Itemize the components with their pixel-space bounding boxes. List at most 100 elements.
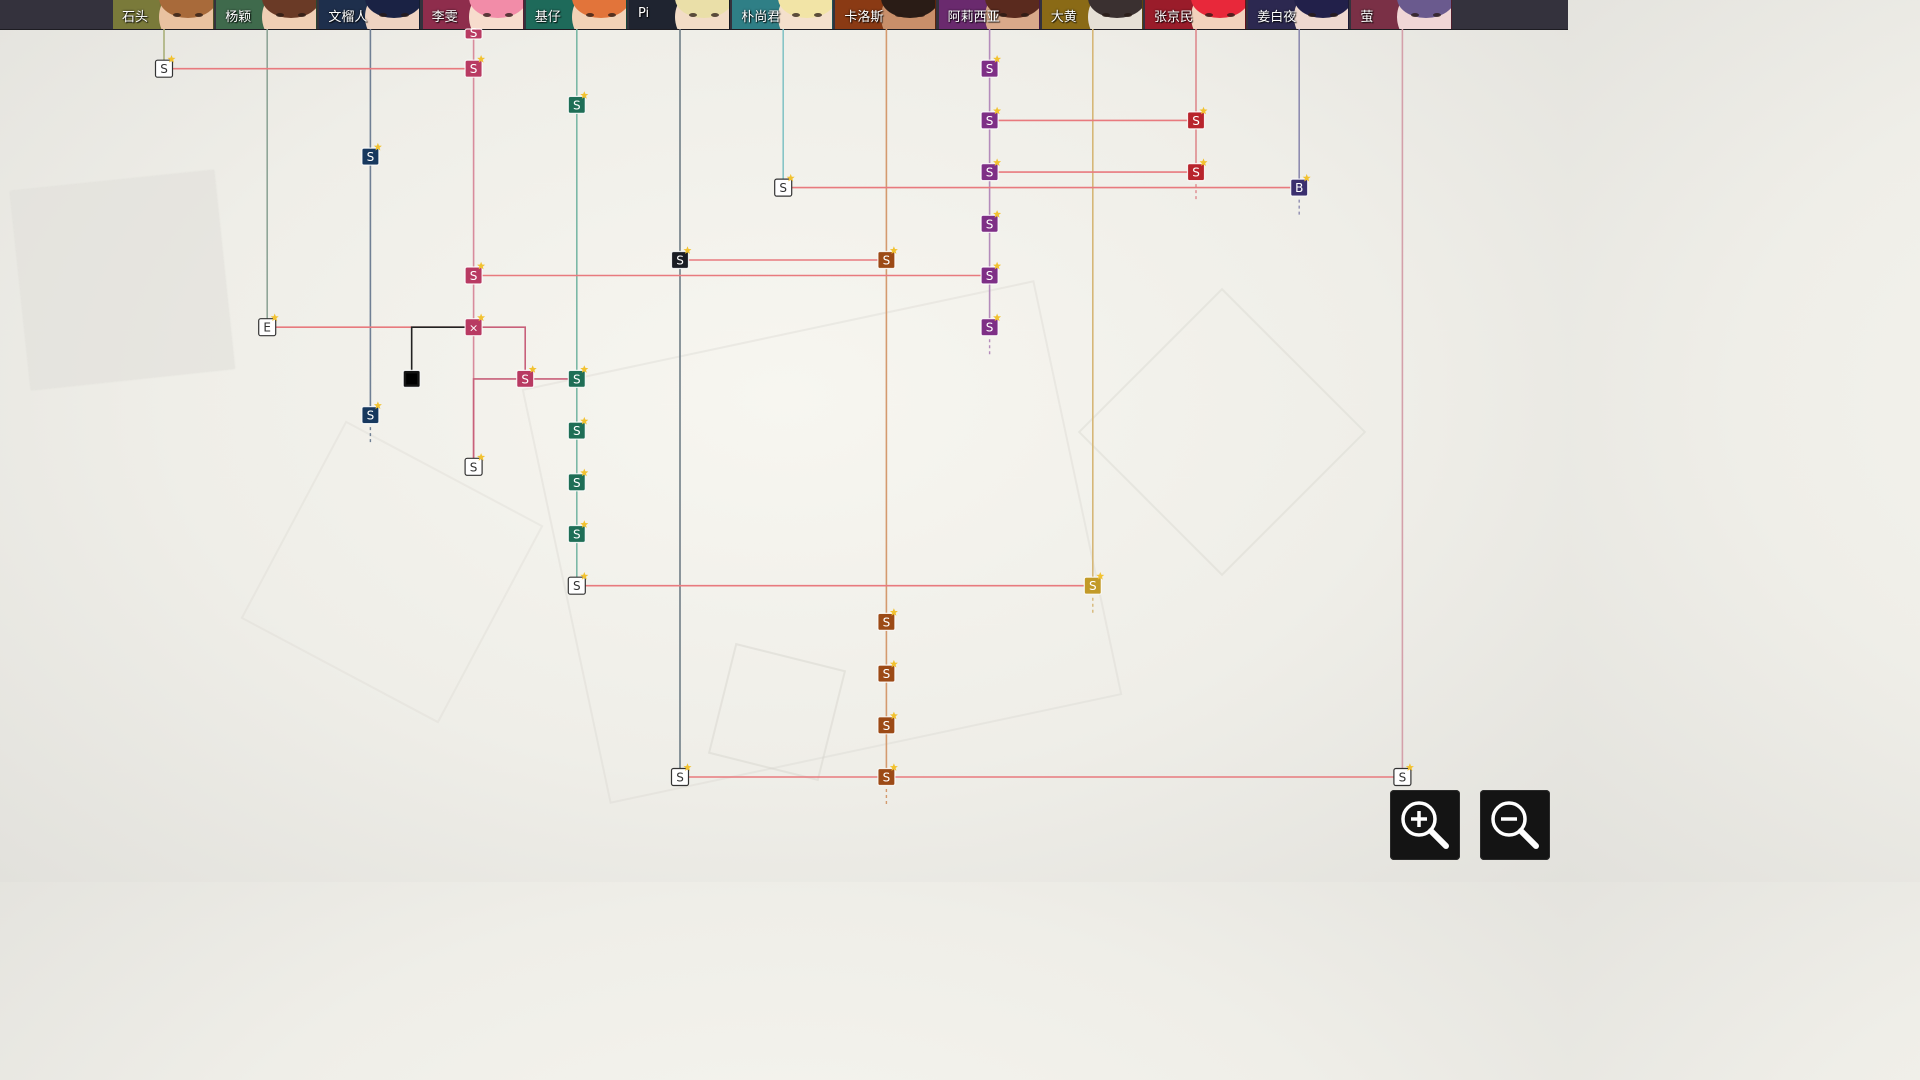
ending-node[interactable]: E: [258, 313, 279, 337]
character-eyes: [895, 13, 926, 18]
story-node[interactable]: S: [877, 246, 898, 270]
node-label: S: [883, 667, 891, 681]
node-box: [1290, 178, 1309, 197]
character-eyes: [1308, 13, 1339, 18]
node-label: S: [986, 217, 994, 231]
node-label: S: [986, 321, 994, 335]
story-node[interactable]: S: [877, 711, 898, 735]
node-box: [567, 369, 586, 388]
character-name: 基仔: [534, 10, 561, 25]
node-box: [464, 59, 483, 78]
star-icon: [1405, 763, 1414, 771]
branch-line: [473, 326, 577, 380]
node-label: S: [986, 114, 994, 128]
story-node[interactable]: S: [464, 55, 486, 78]
character-tab-kaluosi[interactable]: 卡洛斯: [835, 0, 937, 29]
branch-node[interactable]: ×: [464, 313, 486, 337]
story-node[interactable]: S: [567, 572, 589, 595]
node-box: [1186, 163, 1206, 182]
star-icon: [1199, 106, 1208, 115]
story-node[interactable]: S: [1186, 106, 1208, 130]
character-tab-shitou[interactable]: 石头: [113, 0, 214, 29]
character-tab-zhangjingmin[interactable]: 张京民: [1145, 0, 1246, 29]
character-name: Pi: [638, 6, 650, 21]
star-icon: [373, 142, 382, 151]
story-node[interactable]: S: [567, 91, 589, 114]
story-node[interactable]: S: [154, 55, 176, 78]
star-icon: [477, 261, 486, 270]
story-node[interactable]: S: [567, 365, 589, 388]
story-node[interactable]: S: [980, 158, 1002, 182]
character-tab-piaoshangjun[interactable]: 朴尚君: [732, 0, 834, 29]
story-node[interactable]: S: [980, 261, 1002, 285]
story-node[interactable]: S: [980, 313, 1002, 337]
node-label: S: [1089, 579, 1097, 593]
story-node[interactable]: S: [1393, 763, 1414, 787]
star-icon: [167, 55, 176, 63]
node-label: S: [573, 372, 581, 386]
story-nodes: S E S S S S S × S S S S S S S S S S S S S S S S S S S S S S S S B S S: [154, 26, 1414, 787]
star-icon: [889, 246, 898, 254]
story-node[interactable]: S: [877, 608, 898, 631]
character-tab-pi[interactable]: Pi: [629, 0, 730, 29]
character-tab-dahuang[interactable]: 大黄: [1041, 0, 1143, 29]
story-node[interactable]: S: [464, 453, 486, 476]
node-label: S: [160, 62, 168, 76]
story-node[interactable]: S: [361, 401, 382, 425]
star-icon: [993, 210, 1002, 218]
story-node[interactable]: S: [1083, 572, 1105, 595]
character-tab-jiangbaiye[interactable]: 姜白夜: [1248, 0, 1350, 29]
zoom-out-icon: [1491, 801, 1539, 849]
character-tab-yangying[interactable]: 杨颖: [216, 0, 318, 29]
story-node[interactable]: S: [567, 520, 589, 544]
character-tab-aliciya[interactable]: 阿莉西亚: [938, 0, 1040, 29]
character-name: 李雯: [431, 10, 458, 25]
story-node[interactable]: S: [567, 416, 589, 440]
star-icon: [993, 158, 1002, 166]
character-tab-ying[interactable]: 萤: [1351, 0, 1453, 29]
character-tab-jizai[interactable]: 基仔: [525, 0, 627, 29]
story-node[interactable]: S: [516, 365, 537, 388]
story-node[interactable]: S: [464, 261, 486, 285]
node-label: E: [263, 321, 271, 335]
star-icon: [889, 608, 898, 616]
star-icon: [993, 55, 1002, 63]
story-node[interactable]: S: [361, 142, 382, 166]
node-box: [567, 473, 586, 492]
story-node[interactable]: S: [774, 173, 795, 197]
character-eyes: [1101, 13, 1132, 18]
story-node[interactable]: S: [567, 468, 589, 492]
node-box: [1186, 111, 1206, 130]
star-icon: [993, 261, 1002, 270]
story-node[interactable]: S: [877, 763, 898, 787]
node-box: [670, 250, 690, 270]
locked-node[interactable]: [402, 369, 421, 388]
story-node[interactable]: S: [980, 106, 1002, 130]
node-box: [567, 576, 586, 595]
story-node[interactable]: S: [1186, 158, 1208, 182]
story-node[interactable]: S: [670, 763, 692, 787]
story-node[interactable]: S: [670, 246, 692, 270]
node-box: [980, 266, 999, 285]
star-icon: [580, 572, 589, 580]
story-node[interactable]: S: [464, 26, 483, 40]
zoom-out-button[interactable]: [1480, 790, 1550, 860]
star-icon: [1096, 572, 1105, 580]
star-icon: [477, 453, 486, 461]
character-tab-liwen[interactable]: 李雯: [422, 0, 524, 29]
character-name: 阿莉西亚: [947, 10, 1000, 25]
node-label: ×: [469, 322, 478, 335]
bad-end-node[interactable]: B: [1290, 173, 1311, 197]
story-node[interactable]: S: [980, 55, 1002, 78]
character-eyes: [173, 13, 203, 18]
story-node[interactable]: S: [980, 210, 1002, 233]
character-eyes: [482, 13, 513, 18]
character-eyes: [585, 13, 616, 18]
node-label: S: [470, 269, 478, 283]
story-node[interactable]: S: [877, 659, 898, 683]
character-name: 卡洛斯: [844, 10, 884, 25]
node-box: [877, 250, 896, 270]
star-icon: [580, 365, 589, 373]
character-tab-wenliuren[interactable]: 文榴人: [319, 0, 421, 29]
zoom-in-button[interactable]: [1390, 790, 1460, 860]
